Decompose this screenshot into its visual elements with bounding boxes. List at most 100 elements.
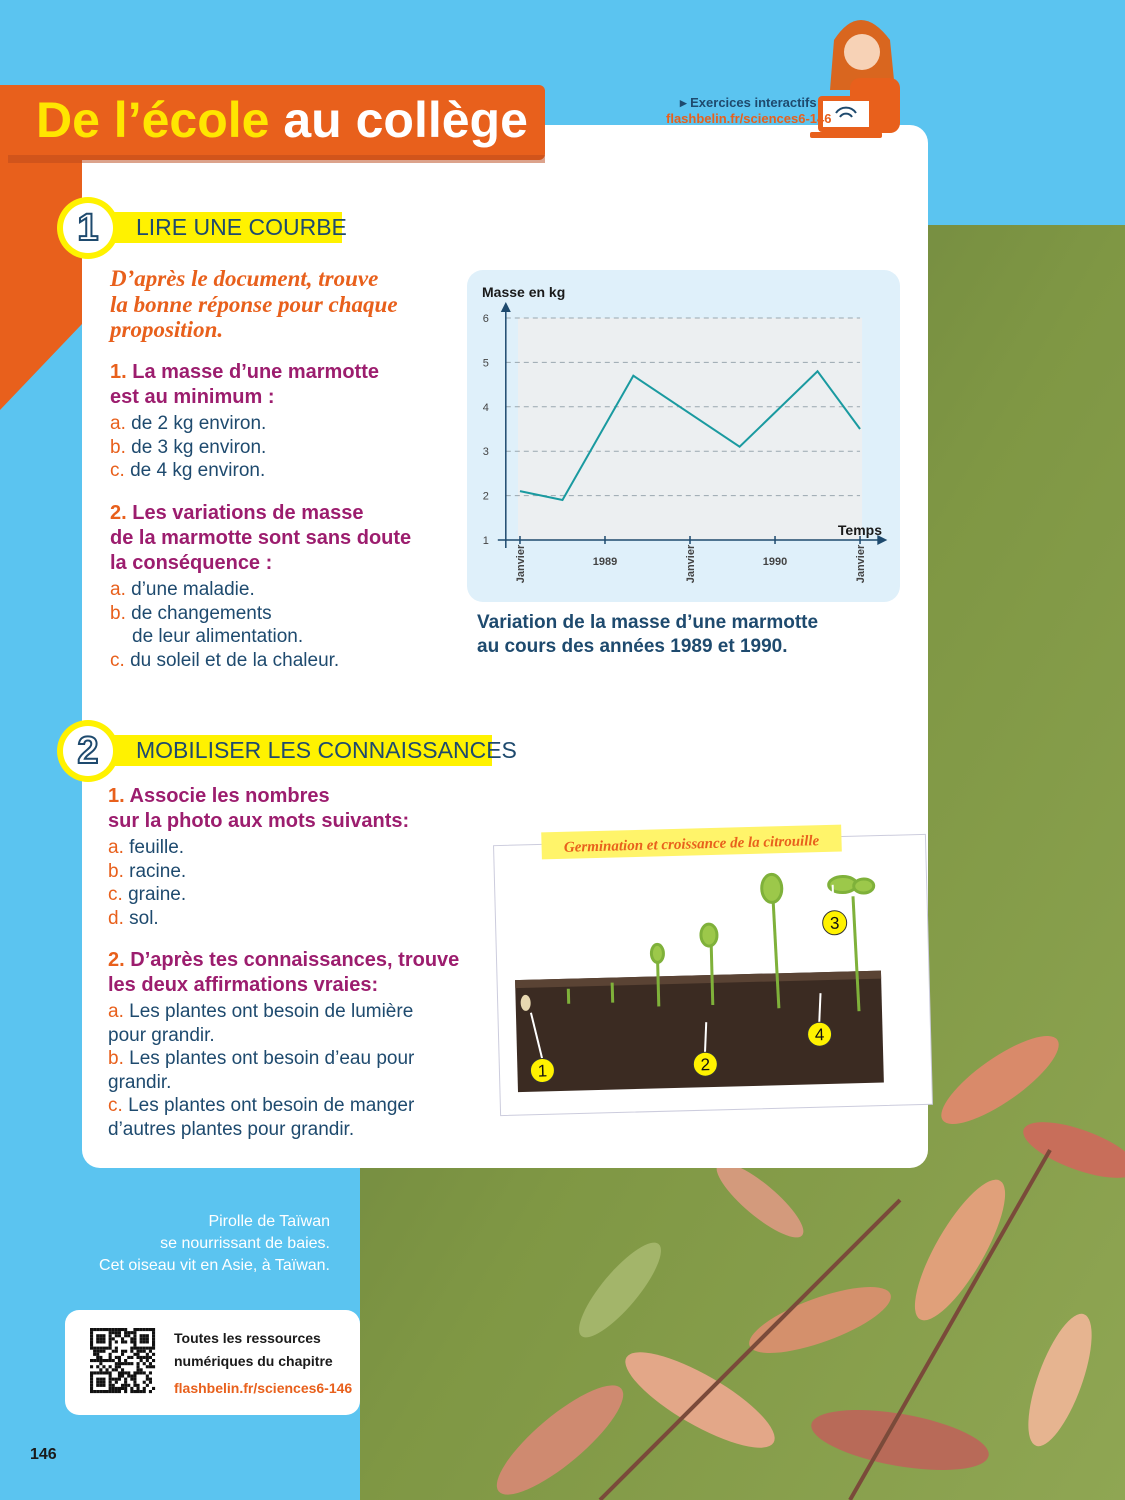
qr-module [111, 1368, 115, 1372]
qr-module [99, 1328, 103, 1332]
qr-module [139, 1371, 143, 1375]
decoration [852, 877, 876, 895]
qr-module [90, 1359, 94, 1363]
option: b. de changements [110, 603, 272, 625]
option: pour grandir. [108, 1025, 215, 1047]
option: c. de 4 kg environ. [110, 460, 265, 482]
qr-module [133, 1337, 137, 1341]
qr-module [102, 1383, 106, 1387]
option: c. graine. [108, 884, 186, 906]
question-number: 2. [110, 502, 127, 524]
qr-module [93, 1346, 97, 1350]
qr-module [117, 1377, 121, 1381]
qr-module [102, 1377, 106, 1381]
qr-module [121, 1349, 125, 1353]
decoration [704, 1022, 708, 1053]
qr-module [130, 1390, 134, 1394]
qr-module [130, 1337, 134, 1341]
decoration [749, 1287, 891, 1353]
qr-module [136, 1328, 140, 1332]
option-text: de changements [131, 602, 272, 624]
qr-module [93, 1359, 97, 1363]
qr-module [117, 1390, 121, 1394]
qr-module [148, 1349, 152, 1353]
decoration [496, 1385, 624, 1495]
instruction: la bonne réponse pour chaque [110, 291, 398, 317]
decoration [63, 203, 113, 253]
qr-module [99, 1340, 103, 1344]
qr-module [124, 1349, 128, 1353]
qr-module [142, 1349, 146, 1353]
option-text: grandir. [108, 1071, 172, 1093]
title-rest: au collège [283, 92, 528, 148]
decoration [810, 132, 882, 138]
option-text: pour grandir. [108, 1024, 215, 1046]
qr-module [136, 1383, 140, 1387]
option-text: d’une maladie. [131, 579, 255, 600]
qr-module [117, 1374, 121, 1378]
qr-module [105, 1359, 109, 1363]
option: d’autres plantes pour grandir. [108, 1119, 354, 1141]
qr-module [102, 1359, 106, 1363]
option: d. sol. [108, 908, 159, 930]
qr-module [102, 1346, 106, 1350]
qr-module [145, 1337, 149, 1341]
y-tick-label: 5 [483, 357, 489, 369]
qr-module [96, 1340, 100, 1344]
qr-module [114, 1334, 118, 1338]
qr-module [152, 1337, 156, 1341]
qr-module [145, 1334, 149, 1338]
sidebar-text: se nourrissant de baies. [160, 1235, 330, 1252]
question-text: sur la photo aux mots suivants: [108, 810, 410, 832]
qr-module [136, 1352, 140, 1356]
chart: 1 2 3 4 5 6 Janvier 1989 Janvier 1990 Janvier Masse… [482, 284, 888, 583]
qr-module [133, 1383, 137, 1387]
option-text: de 3 kg environ. [131, 436, 267, 458]
qr-module [108, 1386, 112, 1390]
qr-module [99, 1380, 103, 1384]
option: de leur alimentation. [132, 626, 303, 648]
qr-module [133, 1380, 137, 1384]
qr-module [142, 1334, 146, 1338]
qr-module [114, 1365, 118, 1369]
qr-module [99, 1371, 103, 1375]
qr-module [96, 1349, 100, 1353]
qr-module [127, 1355, 131, 1359]
qr-module [93, 1352, 97, 1356]
decoration [110, 212, 342, 243]
x-axis-label: Temps [838, 522, 882, 538]
qr-module [96, 1352, 100, 1356]
decoration [818, 993, 822, 1023]
qr-module [121, 1337, 125, 1341]
qr-module [124, 1359, 128, 1363]
option: b. racine. [108, 861, 186, 883]
qr-module [117, 1371, 121, 1375]
interactive-link[interactable]: flashbelin.fr/sciences6-146 [666, 111, 832, 126]
option-letter: a. [108, 1001, 124, 1022]
qr-module [139, 1359, 143, 1363]
qr-module [99, 1349, 103, 1353]
qr-module [127, 1331, 131, 1335]
qr-module [111, 1359, 115, 1363]
qr-module [90, 1371, 94, 1375]
qr-module [117, 1328, 121, 1332]
qr-module [124, 1340, 128, 1344]
qr-module [133, 1328, 137, 1332]
decoration [515, 970, 884, 1093]
qr-module [114, 1368, 118, 1372]
resources-link[interactable]: flashbelin.fr/sciences6-146 [174, 1380, 353, 1396]
y-tick-label: 2 [483, 491, 489, 503]
decoration [541, 824, 842, 860]
qr-module [99, 1337, 103, 1341]
instruction: proposition. [110, 317, 224, 342]
qr-module [99, 1368, 103, 1372]
instruction: D’après le document, trouve [110, 266, 379, 291]
qr-module [133, 1374, 137, 1378]
qr-module [121, 1374, 125, 1378]
qr-module [139, 1346, 143, 1350]
decoration [63, 726, 113, 776]
qr-module [124, 1334, 128, 1338]
qr-module [102, 1365, 106, 1369]
